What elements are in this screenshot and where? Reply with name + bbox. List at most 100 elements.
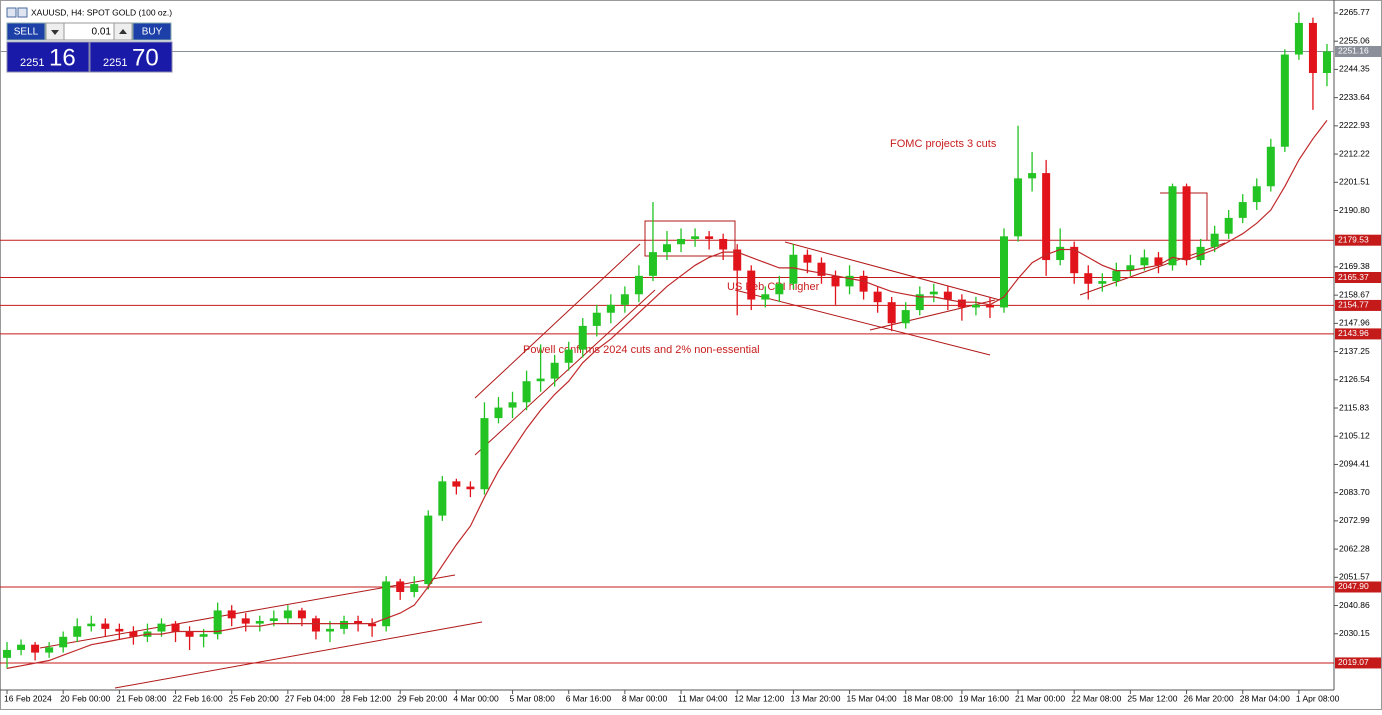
candle-body [1238, 202, 1247, 218]
candle-body [45, 647, 54, 653]
y-tick-label: 2040.86 [1339, 600, 1370, 610]
x-tick-label: 25 Feb 20:00 [229, 693, 279, 703]
candle-body [424, 515, 433, 585]
trendlines [39, 192, 1226, 689]
candle-body [1266, 146, 1275, 187]
x-tick-label: 29 Feb 20:00 [397, 693, 447, 703]
candle-body [438, 481, 447, 516]
candle-body [129, 631, 138, 637]
candle-body [719, 238, 728, 250]
candle-body [171, 623, 180, 632]
candle-body [1126, 265, 1135, 271]
y-tick-label: 2147.96 [1339, 318, 1370, 328]
candle-body [648, 252, 657, 276]
plot: 2265.77 2255.06 2244.35 2233.64 2222.93 2212.… [0, 7, 1381, 703]
x-tick-label: 25 Mar 12:00 [1127, 693, 1177, 703]
candle-body [31, 644, 40, 653]
y-tick-label: 2201.51 [1339, 177, 1370, 187]
candle-body [1028, 173, 1037, 179]
y-tick-label: 2051.57 [1339, 572, 1370, 582]
candle-body [747, 270, 756, 300]
sell-button[interactable] [6, 22, 46, 41]
candle-body [1084, 273, 1093, 284]
candle-body [1182, 186, 1191, 261]
candle-body [957, 299, 966, 308]
x-tick-label: 21 Mar 00:00 [1015, 693, 1065, 703]
level-label: 2179.53 [1338, 234, 1369, 244]
candle-body [845, 275, 854, 287]
x-tick-label: 15 Mar 04:00 [847, 693, 897, 703]
icon[interactable] [17, 7, 28, 18]
bid-small: 16 [49, 44, 76, 71]
level-tag [1335, 299, 1381, 311]
y-tick-label: 2072.99 [1339, 515, 1370, 525]
y-tick-label: 2265.77 [1339, 7, 1370, 17]
x-tick-label: 22 Mar 08:00 [1071, 693, 1121, 703]
candle-body [494, 407, 503, 419]
candle-body [550, 362, 559, 379]
candle-body [3, 649, 12, 658]
candle-body [564, 349, 573, 363]
ask-small: 70 [132, 44, 159, 71]
sell-label: SELL [14, 27, 39, 38]
candle-body [1140, 257, 1149, 266]
x-tick-label: 28 Feb 12:00 [341, 693, 391, 703]
x-tick-label: 8 Mar 00:00 [622, 693, 668, 703]
candle-body [1252, 186, 1261, 203]
level-label: 2154.77 [1338, 300, 1369, 310]
y-tick-label: 2105.12 [1339, 430, 1370, 440]
ask-box[interactable] [89, 41, 173, 73]
candle-body [1322, 51, 1331, 73]
candle-body [1294, 22, 1303, 55]
candle-body [157, 623, 166, 632]
trendline [474, 289, 656, 456]
lot-value: 0.01 [92, 27, 112, 38]
arrow-icon [51, 30, 59, 35]
buy-button[interactable] [132, 22, 172, 41]
candle-body [887, 302, 896, 324]
candle-body [297, 610, 306, 619]
candle-body [382, 581, 391, 627]
x-tick-label: 11 Mar 04:00 [678, 693, 728, 703]
candle-body [368, 623, 377, 627]
level-tag [1335, 657, 1381, 669]
candle-body [1098, 281, 1107, 284]
candle-body [1014, 178, 1023, 237]
buy-label: BUY [142, 27, 163, 38]
level-tag [1335, 328, 1381, 340]
x-tick-label: 1 Apr 08:00 [1296, 693, 1340, 703]
x-tick-label: 26 Mar 20:00 [1184, 693, 1234, 703]
y-tick-label: 2190.80 [1339, 205, 1370, 215]
candle-body [943, 291, 952, 300]
bid-box[interactable] [6, 41, 90, 73]
bid-big: 2251 [20, 57, 44, 69]
candle-body [578, 325, 587, 350]
candle-body [1154, 257, 1163, 266]
candle-body [325, 628, 334, 632]
x-tick-label: 16 Feb 2024 [4, 693, 52, 703]
candle-body [733, 249, 742, 271]
y-tick-label: 2062.28 [1339, 543, 1370, 553]
level-tag [1335, 234, 1381, 246]
candle-body [340, 620, 349, 629]
candle-body [227, 610, 236, 619]
candle-body [269, 618, 278, 621]
level-tag [1335, 581, 1381, 593]
chart-title: XAUUSD, H4: SPOT GOLD (100 oz.) [31, 7, 172, 17]
level-label: 2019.07 [1338, 657, 1369, 667]
candle-body [606, 304, 615, 313]
last-price-label: 2251.16 [1338, 46, 1369, 56]
candle-body [73, 626, 82, 637]
candle-body [1210, 233, 1219, 247]
level-label: 2143.96 [1338, 328, 1369, 338]
candle-body [1308, 22, 1317, 73]
candle-body [761, 294, 770, 300]
candle-body [255, 620, 264, 624]
x-tick-label: 21 Feb 08:00 [116, 693, 166, 703]
candle-body [466, 486, 475, 490]
candle-body [185, 631, 194, 637]
candle-body [1168, 186, 1177, 266]
candle-body [199, 634, 208, 637]
candle-body [985, 304, 994, 308]
